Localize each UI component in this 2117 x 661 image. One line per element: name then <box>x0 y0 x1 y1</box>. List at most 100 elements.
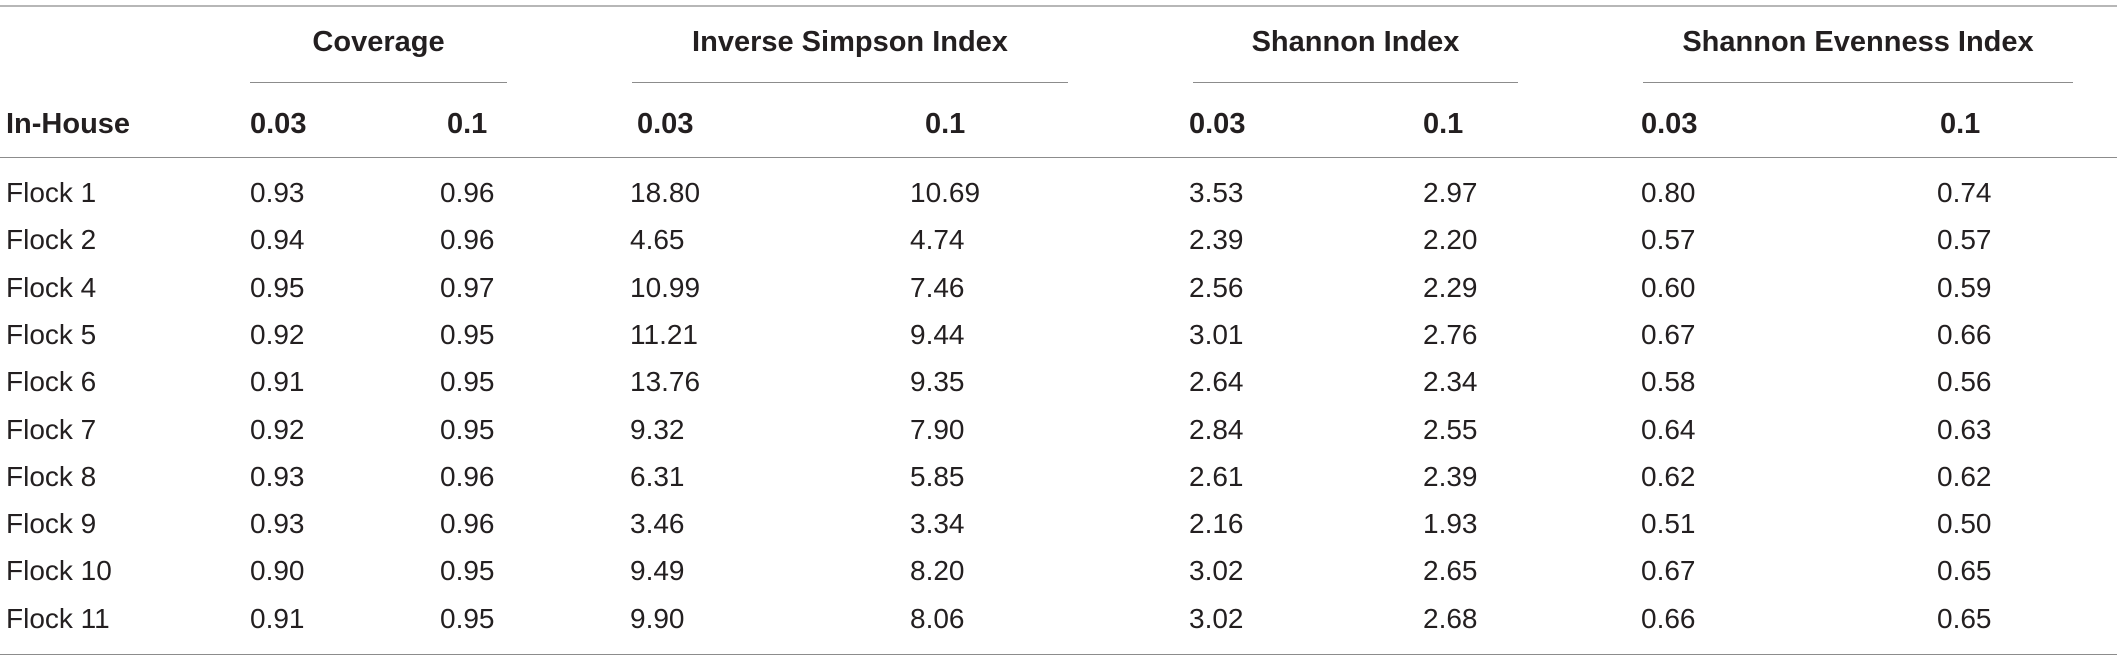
group-header-inverse-simpson: Inverse Simpson Index <box>692 26 1008 58</box>
col-header-coverage-003: 0.03 <box>250 108 307 140</box>
table-cell: 0.51 <box>1641 508 1696 540</box>
row-label: Flock 5 <box>6 318 97 350</box>
table-cell: 0.56 <box>1937 366 1992 398</box>
col-header-shannon-evenness-01: 0.1 <box>1940 108 1981 140</box>
group-header-coverage: Coverage <box>312 26 445 58</box>
row-header-label: In-House <box>6 108 131 140</box>
table-cell: 0.95 <box>250 271 305 303</box>
row-label: Flock 2 <box>6 224 97 256</box>
table-cell: 0.93 <box>250 177 305 208</box>
table-cell: 2.61 <box>1189 460 1244 492</box>
shannon-evenness-group-underline <box>1643 82 2073 83</box>
row-label: Flock 4 <box>6 271 97 303</box>
table-cell: 2.76 <box>1423 318 1478 350</box>
table-cell: 2.55 <box>1423 413 1478 445</box>
group-header-shannon: Shannon Index <box>1251 26 1460 58</box>
table-cell: 3.34 <box>910 508 965 540</box>
table-cell: 10.69 <box>910 177 981 208</box>
table-cell: 0.57 <box>1641 224 1696 256</box>
table-cell: 0.96 <box>440 460 495 492</box>
table-cell: 0.94 <box>250 224 305 256</box>
table-cell: 0.63 <box>1937 413 1992 445</box>
table-cell: 0.62 <box>1937 460 1992 492</box>
table-cell: 9.35 <box>910 366 965 398</box>
inverse-simpson-group-underline <box>632 82 1068 83</box>
table-cell: 6.31 <box>630 460 685 492</box>
table-cell: 2.39 <box>1189 224 1244 256</box>
table-cell: 4.74 <box>910 224 965 256</box>
table-cell: 2.65 <box>1423 555 1478 587</box>
table-cell: 7.46 <box>910 271 965 303</box>
table-cell: 3.53 <box>1189 177 1244 208</box>
table-cell: 0.95 <box>440 318 495 350</box>
table-cell: 0.95 <box>440 555 495 587</box>
table-cell: 4.65 <box>630 224 685 256</box>
table-cell: 0.92 <box>250 413 305 445</box>
col-header-inverse-simpson-01: 0.1 <box>925 108 966 140</box>
table-cell: 0.80 <box>1641 177 1696 208</box>
top-rule <box>0 5 2117 7</box>
table-cell: 2.97 <box>1423 177 1478 208</box>
row-label: Flock 1 <box>6 177 97 208</box>
table-cell: 0.96 <box>440 508 495 540</box>
table-cell: 0.97 <box>440 271 495 303</box>
table-cell: 0.65 <box>1937 602 1992 634</box>
table-cell: 18.80 <box>630 177 701 208</box>
table-cell: 3.01 <box>1189 318 1244 350</box>
col-header-coverage-01: 0.1 <box>447 108 488 140</box>
table-cell: 0.90 <box>250 555 305 587</box>
table-cell: 2.68 <box>1423 602 1478 634</box>
table-cell: 2.20 <box>1423 224 1478 256</box>
table-cell: 3.46 <box>630 508 685 540</box>
table-cell: 8.06 <box>910 602 965 634</box>
table-cell: 0.65 <box>1937 555 1992 587</box>
table-cell: 11.21 <box>630 318 698 350</box>
table-cell: 9.90 <box>630 602 685 634</box>
shannon-group-underline <box>1193 82 1518 83</box>
table-cell: 0.64 <box>1641 413 1696 445</box>
table-cell: 0.91 <box>250 366 305 398</box>
table-cell: 9.32 <box>630 413 685 445</box>
table-cell: 0.95 <box>440 366 495 398</box>
col-header-shannon-003: 0.03 <box>1189 108 1246 140</box>
row-label: Flock 7 <box>6 413 97 445</box>
table-cell: 0.66 <box>1641 602 1696 634</box>
table-cell: 0.74 <box>1937 177 1992 208</box>
table-cell: 5.85 <box>910 460 965 492</box>
row-label: Flock 11 <box>6 602 110 634</box>
table-cell: 0.57 <box>1937 224 1992 256</box>
table-cell: 2.84 <box>1189 413 1244 445</box>
coverage-group-underline <box>250 82 507 83</box>
table-cell: 3.02 <box>1189 555 1244 587</box>
row-label: Flock 9 <box>6 508 97 540</box>
table-cell: 1.93 <box>1423 508 1478 540</box>
bottom-rule <box>0 654 2117 655</box>
table-cell: 0.92 <box>250 318 305 350</box>
table-cell: 7.90 <box>910 413 965 445</box>
table-cell: 0.66 <box>1937 318 1992 350</box>
table-cell: 0.60 <box>1641 271 1696 303</box>
table-cell: 0.58 <box>1641 366 1696 398</box>
table-cell: 9.44 <box>910 318 965 350</box>
table-cell: 0.95 <box>440 413 495 445</box>
table-cell: 0.62 <box>1641 460 1696 492</box>
table-cell: 2.56 <box>1189 271 1244 303</box>
table-cell: 0.50 <box>1937 508 1992 540</box>
table-cell: 13.76 <box>630 366 701 398</box>
col-header-shannon-evenness-003: 0.03 <box>1641 108 1698 140</box>
table-cell: 0.93 <box>250 460 305 492</box>
row-label: Flock 8 <box>6 460 97 492</box>
table-cell: 8.20 <box>910 555 965 587</box>
table-cell: 0.96 <box>440 224 495 256</box>
table-cell: 2.16 <box>1189 508 1244 540</box>
table-cell: 2.39 <box>1423 460 1478 492</box>
table-cell: 3.02 <box>1189 602 1244 634</box>
col-header-inverse-simpson-003: 0.03 <box>637 108 694 140</box>
table-cell: 0.96 <box>440 177 495 208</box>
table-cell: 0.93 <box>250 508 305 540</box>
header-bottom-rule <box>0 157 2117 158</box>
group-header-shannon-evenness: Shannon Evenness Index <box>1682 26 2034 58</box>
table-cell: 0.67 <box>1641 555 1696 587</box>
col-header-shannon-01: 0.1 <box>1423 108 1464 140</box>
table-cell: 9.49 <box>630 555 685 587</box>
